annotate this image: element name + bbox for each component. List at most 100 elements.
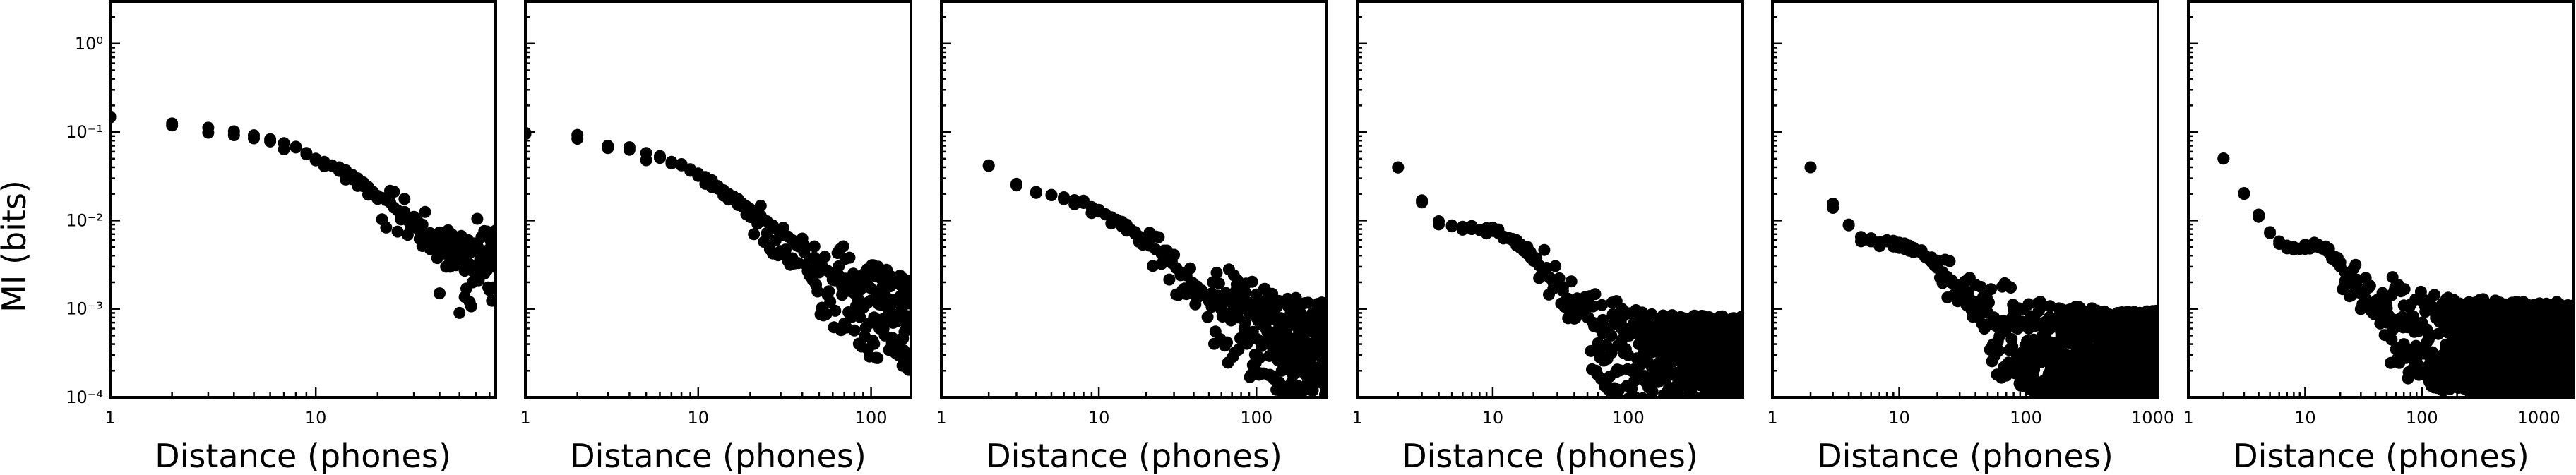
- panel-2-frame: [524, 0, 912, 399]
- panel-4-point: [1663, 368, 1676, 381]
- panel-1-point: [467, 276, 479, 289]
- panel-5-point: [2090, 323, 2103, 335]
- panel-5-point: [2027, 333, 2040, 346]
- panel-4-point: [1705, 404, 1717, 416]
- panel-4-point: [1731, 398, 1743, 410]
- panel-4-point: [1693, 400, 1705, 412]
- y-axis-title: MI (bits): [0, 180, 33, 313]
- panel-1-point: [227, 125, 240, 138]
- panel-1-point: [471, 212, 484, 225]
- panel-2-point: [820, 308, 833, 320]
- panel-5-point: [2005, 282, 2017, 294]
- panel-4-point: [1657, 400, 1669, 412]
- panel-5-point: [1974, 280, 1987, 293]
- panel-4-point: [1688, 398, 1700, 410]
- panel-1-point: [290, 141, 302, 154]
- panel-4-point: [1734, 403, 1746, 415]
- panel-5-point: [1827, 198, 1839, 210]
- panel-4-point: [1685, 339, 1698, 352]
- panel-3-point: [1316, 296, 1327, 309]
- panel-4-point: [1717, 404, 1729, 416]
- panel-3-point: [1307, 316, 1320, 329]
- panel-4-point: [1725, 402, 1737, 414]
- panel-3-point: [1163, 273, 1176, 286]
- panel-3-point: [1152, 231, 1165, 243]
- panel-3-point: [1320, 369, 1327, 381]
- panel-2-x-tick-label: 10: [688, 408, 710, 428]
- panel-4-point: [1657, 309, 1669, 322]
- panel-3-point: [1310, 375, 1323, 388]
- panel-4-point: [1695, 336, 1708, 349]
- panel-3-point: [1302, 296, 1314, 309]
- panel-5-point: [2087, 397, 2099, 409]
- panel-6-points: [2217, 152, 2574, 397]
- panel-4-point: [1684, 398, 1696, 410]
- panel-1-point: [488, 260, 496, 273]
- panel-2-x-tick-label: 100: [855, 408, 888, 428]
- panel-4-point: [1549, 260, 1562, 272]
- panel-1-point: [453, 306, 466, 319]
- panel-5-point: [2022, 298, 2035, 311]
- panel-5-point: [2084, 343, 2097, 356]
- panel-4-point: [1657, 325, 1669, 338]
- panel-4-point: [1589, 288, 1602, 301]
- panel-4-point: [1709, 400, 1721, 412]
- panel-5-point: [2034, 296, 2046, 308]
- panel-5-point: [2006, 311, 2019, 324]
- panel-3-point: [1239, 286, 1251, 299]
- panel-4-point: [1690, 375, 1703, 388]
- panel-1-x-axis-title: Distance (phones): [155, 437, 451, 475]
- panel-1-y-tick-label: 10⁻¹: [66, 122, 103, 142]
- panel-1-point: [434, 287, 446, 300]
- panel-4-point: [1670, 402, 1682, 414]
- panel-4-point: [1711, 405, 1723, 417]
- panel-3-point: [1045, 188, 1058, 201]
- panel-1-point: [388, 186, 400, 198]
- panel-4-point: [1729, 399, 1741, 411]
- panel-2-point: [780, 243, 792, 256]
- panel-2-point: [904, 278, 911, 291]
- panel-5-x-axis-title: Distance (phones): [1817, 437, 2113, 475]
- panel-5-point: [2006, 340, 2019, 353]
- panel-6-point: [2568, 333, 2574, 346]
- panel-4-point: [1724, 399, 1736, 411]
- panel-3-point: [1058, 191, 1071, 203]
- panel-2-point: [871, 351, 884, 364]
- panel-4-frame: [1356, 0, 1744, 399]
- panel-1-point: [486, 294, 496, 307]
- panel-4-point: [1605, 329, 1618, 342]
- panel-2-x-axis-title: Distance (phones): [570, 437, 866, 475]
- panel-3-point: [1239, 316, 1251, 329]
- panel-1-y-tick-label: 10⁻³: [66, 299, 103, 319]
- panel-2-point: [845, 278, 858, 291]
- panel-4-point: [1392, 161, 1405, 174]
- panel-3-point: [1030, 186, 1042, 199]
- panel-2-point: [871, 287, 883, 300]
- y-axis-title-group: MI (bits): [0, 180, 33, 313]
- panel-1-point: [398, 193, 411, 205]
- panel-5-point: [2120, 399, 2132, 411]
- panel-1-frame: [109, 0, 497, 399]
- panel-1-point: [483, 282, 496, 295]
- panel-5-point: [2116, 399, 2128, 411]
- panel-4-point: [1668, 398, 1680, 410]
- panel-4-point: [1710, 398, 1722, 410]
- panel-6-point: [2568, 343, 2574, 356]
- panel-4-point: [1702, 401, 1714, 413]
- panel-5-point: [2017, 364, 2029, 377]
- panel-4-point: [1633, 338, 1645, 351]
- panel-4-point: [1538, 243, 1551, 256]
- panel-5-point: [2065, 325, 2078, 338]
- panel-4-point: [1681, 399, 1693, 411]
- panel-2-point: [654, 152, 666, 164]
- panel-3-point: [1201, 311, 1214, 323]
- panel-4-point: [1665, 399, 1677, 411]
- panel-4-point: [1719, 400, 1731, 412]
- panel-4-point: [1724, 400, 1736, 412]
- panel-1-point: [481, 225, 494, 238]
